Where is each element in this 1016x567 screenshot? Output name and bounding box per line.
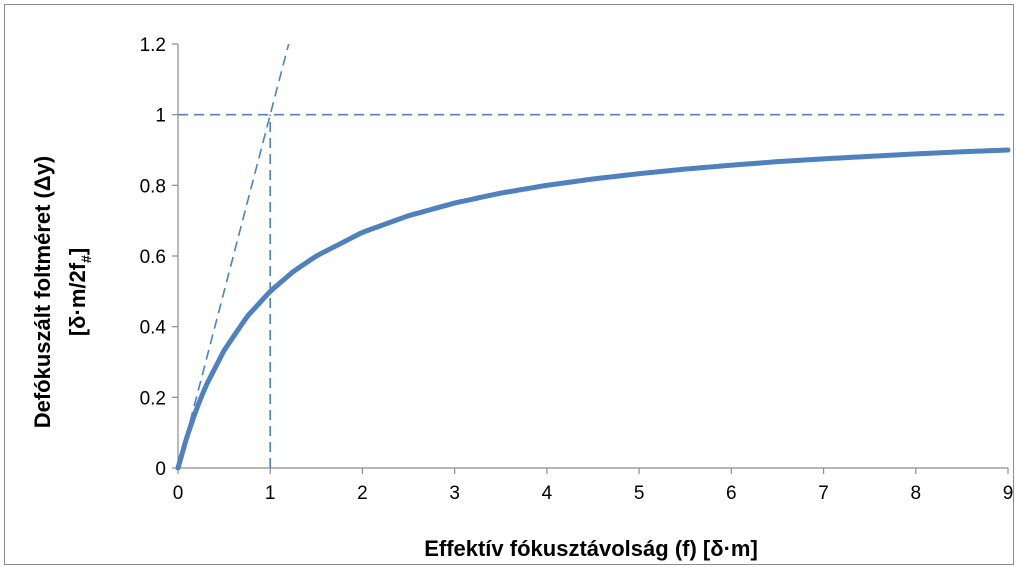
y-axis-label-line2: [δ·m/2f#] <box>65 248 94 336</box>
x-tick-label: 7 <box>818 483 829 504</box>
series-curve <box>175 147 1011 471</box>
series-group <box>175 43 1011 471</box>
x-tick-label: 5 <box>634 483 645 504</box>
y-tick-label: 0.6 <box>140 247 166 268</box>
y-axis-label-subscript: # <box>78 255 94 263</box>
dashed-reference-line <box>177 43 290 469</box>
x-tick-label: 0 <box>173 483 184 504</box>
y-axis-label: Defókuszált foltméret (Δy) [δ·m/2f#] <box>30 156 94 429</box>
y-tick-label: 1 <box>155 106 166 127</box>
x-axis-label: Effektív fókusztávolság (f) [δ·m] <box>424 536 758 561</box>
x-tick-label: 4 <box>542 483 553 504</box>
y-tick-label: 0.2 <box>140 388 166 409</box>
x-tick-label: 2 <box>357 483 368 504</box>
x-tick-label: 9 <box>1003 483 1014 504</box>
x-tick-label: 6 <box>726 483 737 504</box>
chart-frame <box>4 4 1014 565</box>
y-tick-label: 0 <box>155 459 166 480</box>
x-tick-label: 1 <box>265 483 276 504</box>
x-tick-label: 3 <box>449 483 460 504</box>
y-axis-label-line1: Defókuszált foltméret (Δy) <box>30 156 55 429</box>
x-tick-label: 8 <box>910 483 921 504</box>
y-axis-label-unit: [δ·m/2f <box>65 262 90 336</box>
y-tick-label: 0.4 <box>140 318 167 339</box>
axes <box>172 43 1009 474</box>
tick-labels: 0 0.2 0.4 0.6 0.8 1 1.2 0 1 2 3 4 5 6 7 8 9 <box>140 35 1014 504</box>
y-tick-label: 1.2 <box>140 35 166 56</box>
y-axis-label-bracket: ] <box>65 248 90 255</box>
y-tick-label: 0.8 <box>140 176 166 197</box>
